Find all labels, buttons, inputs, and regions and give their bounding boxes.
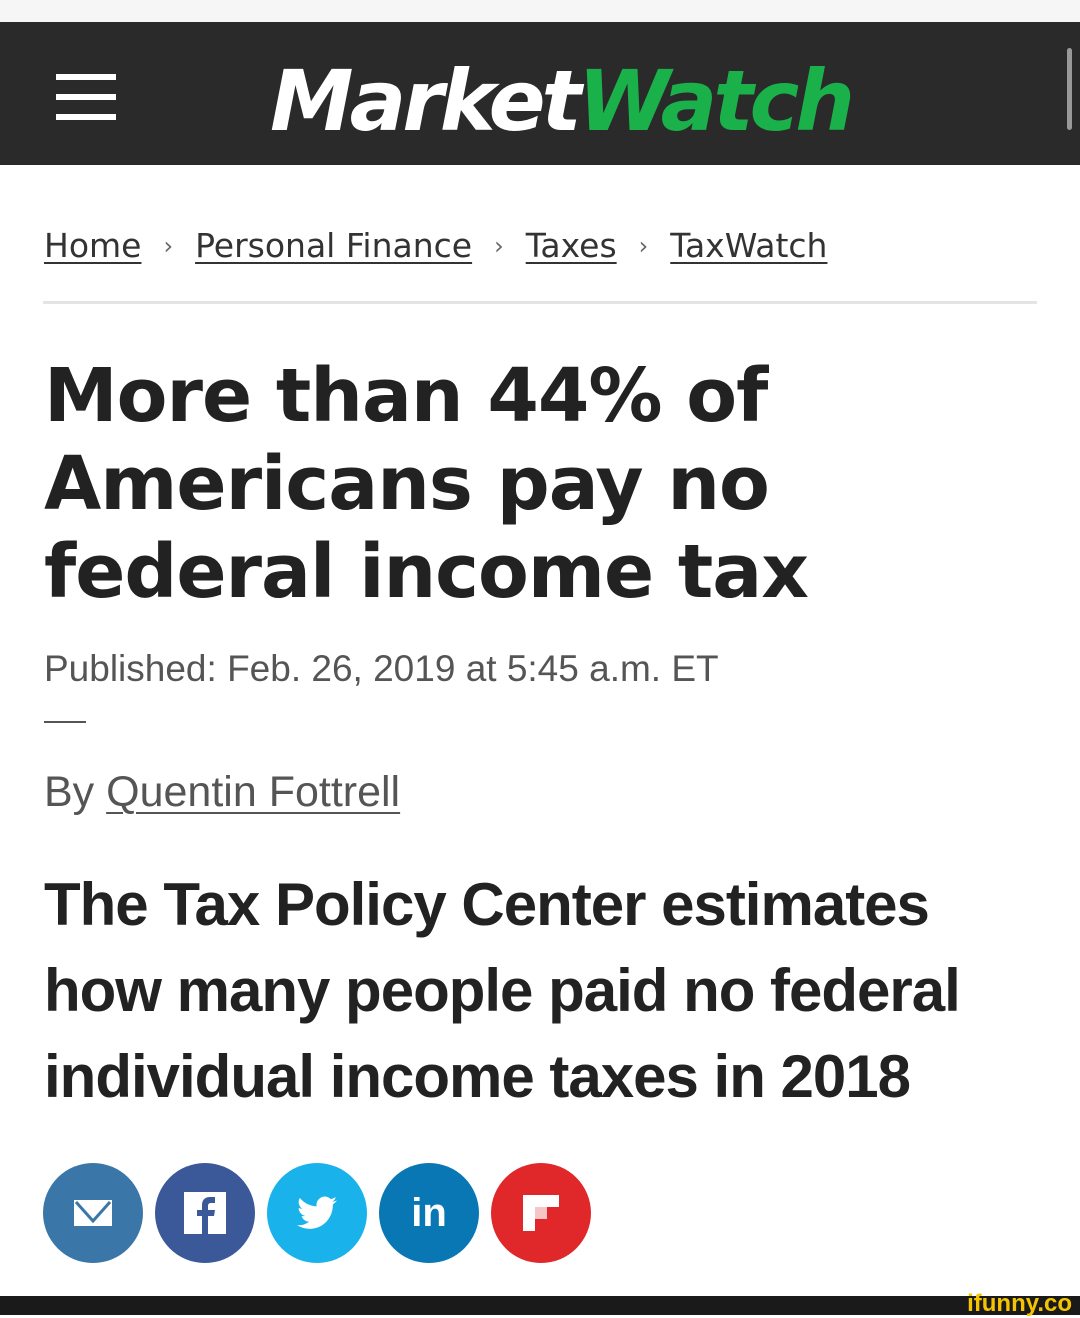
divider-dash (44, 721, 86, 723)
divider (43, 301, 1037, 304)
article-headline: More than 44% of Americans pay no federa… (44, 353, 809, 615)
breadcrumb-taxwatch[interactable]: TaxWatch (670, 226, 828, 265)
author-link[interactable]: Quentin Fottrell (106, 768, 401, 816)
byline: By Quentin Fottrell (44, 768, 401, 816)
share-linkedin-button[interactable]: in (379, 1163, 479, 1263)
linkedin-icon: in (411, 1190, 447, 1235)
breadcrumb-taxes[interactable]: Taxes (525, 226, 617, 265)
article-subheadline: The Tax Policy Center estimates how many… (44, 871, 961, 1110)
menu-icon[interactable] (56, 74, 116, 136)
chevron-right-icon: › (494, 231, 504, 260)
published-date: Published: Feb. 26, 2019 at 5:45 a.m. ET (44, 648, 719, 689)
share-buttons: in (43, 1163, 591, 1263)
chevron-right-icon: › (638, 231, 649, 260)
watermark: ifunny.co (967, 1290, 1072, 1317)
status-strip (0, 0, 1080, 22)
email-icon (74, 1200, 112, 1226)
share-flipboard-button[interactable] (491, 1163, 591, 1263)
share-facebook-button[interactable] (155, 1163, 255, 1263)
breadcrumb: Home › Personal Finance › Taxes › TaxWat… (44, 226, 827, 265)
site-header: MarketWatch (0, 22, 1080, 165)
share-twitter-button[interactable] (267, 1163, 367, 1263)
breadcrumb-personal-finance[interactable]: Personal Finance (195, 226, 473, 265)
breadcrumb-home[interactable]: Home (44, 226, 142, 265)
chevron-right-icon: › (163, 231, 174, 260)
scrollbar[interactable] (1067, 48, 1072, 130)
marketwatch-logo[interactable]: MarketWatch (270, 52, 855, 150)
bottom-bar (0, 1296, 1080, 1315)
twitter-icon (297, 1196, 337, 1229)
share-email-button[interactable] (43, 1163, 143, 1263)
flipboard-icon (523, 1195, 559, 1231)
facebook-icon (184, 1192, 226, 1234)
